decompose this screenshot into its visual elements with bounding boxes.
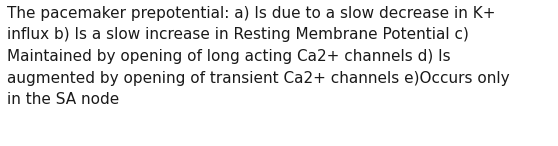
Text: The pacemaker prepotential: a) Is due to a slow decrease in K+
influx b) Is a sl: The pacemaker prepotential: a) Is due to… — [7, 6, 509, 107]
